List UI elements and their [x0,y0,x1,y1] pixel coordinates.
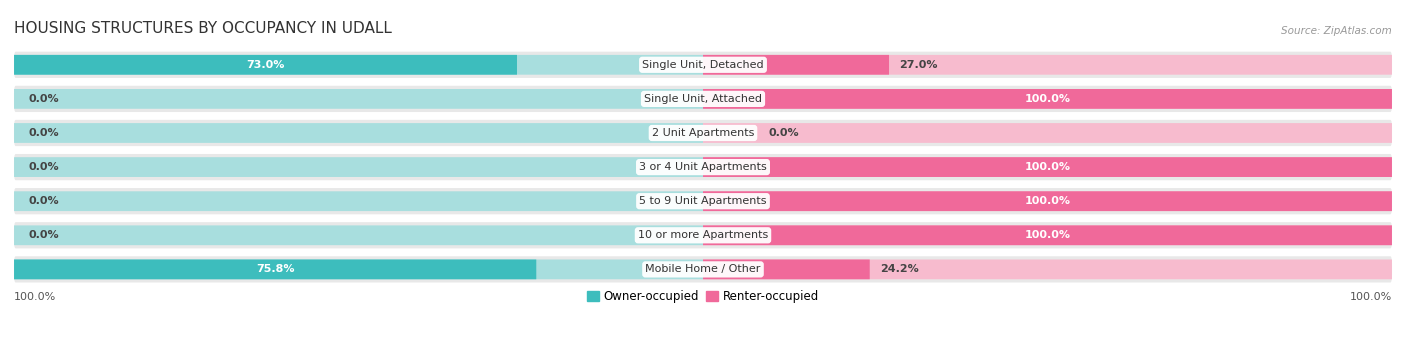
FancyBboxPatch shape [703,191,1392,211]
FancyBboxPatch shape [14,191,703,211]
Text: Single Unit, Attached: Single Unit, Attached [644,94,762,104]
FancyBboxPatch shape [14,123,703,143]
FancyBboxPatch shape [14,260,536,279]
Text: 100.0%: 100.0% [1025,230,1070,240]
Text: 100.0%: 100.0% [1025,196,1070,206]
FancyBboxPatch shape [14,89,703,109]
Text: 100.0%: 100.0% [14,292,56,301]
FancyBboxPatch shape [14,222,1392,249]
FancyBboxPatch shape [14,55,703,75]
FancyBboxPatch shape [703,89,1392,109]
FancyBboxPatch shape [703,225,1392,245]
FancyBboxPatch shape [703,260,870,279]
FancyBboxPatch shape [703,157,1392,177]
Text: 2 Unit Apartments: 2 Unit Apartments [652,128,754,138]
Text: 0.0%: 0.0% [28,162,59,172]
Text: 0.0%: 0.0% [28,230,59,240]
Text: 73.0%: 73.0% [246,60,284,70]
Text: 0.0%: 0.0% [28,128,59,138]
Text: 0.0%: 0.0% [28,94,59,104]
Text: Single Unit, Detached: Single Unit, Detached [643,60,763,70]
Text: Mobile Home / Other: Mobile Home / Other [645,264,761,275]
FancyBboxPatch shape [703,55,889,75]
FancyBboxPatch shape [703,89,1392,109]
FancyBboxPatch shape [14,157,703,177]
Text: 27.0%: 27.0% [900,60,938,70]
Text: HOUSING STRUCTURES BY OCCUPANCY IN UDALL: HOUSING STRUCTURES BY OCCUPANCY IN UDALL [14,21,392,36]
FancyBboxPatch shape [14,260,703,279]
Text: 10 or more Apartments: 10 or more Apartments [638,230,768,240]
FancyBboxPatch shape [703,123,1392,143]
Text: 100.0%: 100.0% [1350,292,1392,301]
Text: Source: ZipAtlas.com: Source: ZipAtlas.com [1281,26,1392,36]
FancyBboxPatch shape [703,225,1392,245]
Text: 3 or 4 Unit Apartments: 3 or 4 Unit Apartments [640,162,766,172]
FancyBboxPatch shape [14,52,1392,78]
FancyBboxPatch shape [703,260,1392,279]
FancyBboxPatch shape [14,120,1392,146]
FancyBboxPatch shape [14,86,1392,112]
FancyBboxPatch shape [14,154,1392,180]
Text: 0.0%: 0.0% [28,196,59,206]
Text: 24.2%: 24.2% [880,264,918,275]
Legend: Owner-occupied, Renter-occupied: Owner-occupied, Renter-occupied [582,285,824,308]
FancyBboxPatch shape [14,188,1392,214]
Text: 100.0%: 100.0% [1025,94,1070,104]
FancyBboxPatch shape [703,191,1392,211]
Text: 5 to 9 Unit Apartments: 5 to 9 Unit Apartments [640,196,766,206]
FancyBboxPatch shape [14,225,703,245]
FancyBboxPatch shape [703,55,1392,75]
FancyBboxPatch shape [703,157,1392,177]
Text: 0.0%: 0.0% [769,128,799,138]
FancyBboxPatch shape [14,256,1392,282]
Text: 75.8%: 75.8% [256,264,294,275]
Text: 100.0%: 100.0% [1025,162,1070,172]
FancyBboxPatch shape [14,55,517,75]
